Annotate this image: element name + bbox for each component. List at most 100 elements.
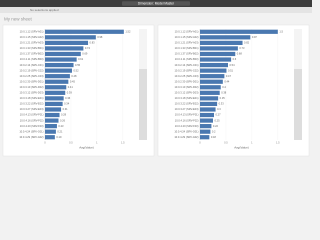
value-label: 0.19 xyxy=(56,135,62,139)
bar xyxy=(45,96,64,101)
value-label: 0.21 xyxy=(57,129,63,133)
value-label: 0.54 xyxy=(230,63,236,67)
y-tick-label: 10.0.2.19 (SRV-C02) xyxy=(174,68,198,72)
bar xyxy=(200,79,223,84)
x-tick-label: 1.5 xyxy=(121,141,125,145)
bar xyxy=(45,112,60,118)
bar xyxy=(45,124,57,129)
y-tick-label: 10.0.1.33 (SRV-B01) xyxy=(175,46,199,50)
value-label: 0.73 xyxy=(239,46,245,50)
bar xyxy=(45,85,67,90)
y-tick-label: 10.0.4.20 (SRV-F03) xyxy=(175,124,199,128)
bar xyxy=(45,79,69,84)
value-label: 0.83 xyxy=(90,41,96,45)
x-tick-label: 0 xyxy=(199,141,201,145)
y-tick-label: 10.0.3.18 (SRV-E01) xyxy=(175,96,199,100)
y-tick-label: 10.0.2.14 (SRV-C01) xyxy=(174,63,198,67)
value-label: 0.23 xyxy=(58,124,64,128)
sheet-title: My new sheet xyxy=(4,17,33,22)
bar xyxy=(200,90,220,95)
bar xyxy=(200,129,211,134)
scrollbar-thumb[interactable] xyxy=(294,69,302,140)
y-tick-label: 10.0.3.12 (SRV-D03) xyxy=(19,91,43,95)
y-tick-label: 10.0.2.30 (SRV-D01) xyxy=(174,79,198,83)
y-tick-label: 10.0.4.16 (SRV-F02) xyxy=(175,118,199,122)
y-tick-label: 10.0.3.10 (SRV-D02) xyxy=(174,85,198,89)
bar xyxy=(200,124,212,129)
value-label: 0.39 xyxy=(67,91,73,95)
value-label: 0.68 xyxy=(237,52,243,56)
bar xyxy=(45,90,66,95)
bar xyxy=(200,57,232,62)
y-tick-label: 10.0.3.27 (SRV-E03) xyxy=(20,107,44,111)
bar xyxy=(45,129,56,134)
y-tick-label: 10.0.3.12 (SRV-D03) xyxy=(174,91,198,95)
value-label: 1.52 xyxy=(125,29,131,33)
page: Dimension: Model Master No selections ap… xyxy=(0,0,312,157)
bar xyxy=(200,118,213,123)
selection-text: No selections applied xyxy=(30,8,59,12)
y-tick-label: 10.0.2.11 (SRV-B03) xyxy=(20,57,44,61)
x-tick-label: 1.5 xyxy=(276,141,280,145)
value-label: 0.35 xyxy=(220,96,226,100)
bar xyxy=(200,85,221,90)
y-tick-label: 10.0.4.24 (SRV-G01) xyxy=(19,129,43,133)
y-tick-label: 10.0.3.18 (SRV-E01) xyxy=(20,96,44,100)
x-tick-label: 0 xyxy=(44,141,46,145)
y-tick-label: 10.0.1.33 (SRV-B01) xyxy=(20,46,44,50)
bar xyxy=(200,35,251,40)
y-tick-label: 10.0.4.16 (SRV-F02) xyxy=(20,118,44,122)
value-label: 0.33 xyxy=(219,102,225,106)
bar xyxy=(45,68,72,73)
y-tick-label: 10.0.3.22 (SRV-E02) xyxy=(175,102,199,106)
y-tick-label: 10.0.3.22 (SRV-E02) xyxy=(20,102,44,106)
y-tick-label: 10.0.1.21 (SRV-A03) xyxy=(20,41,44,45)
value-label: 0.2 xyxy=(212,129,216,133)
value-label: 0.52 xyxy=(73,68,79,72)
y-tick-label: 10.0.3.10 (SRV-D02) xyxy=(19,85,43,89)
y-tick-label: 10.0.4.13 (SRV-F01) xyxy=(20,113,44,117)
bar xyxy=(45,74,70,79)
y-tick-label: 10.0.2.19 (SRV-C02) xyxy=(19,68,43,72)
scrollbar-thumb[interactable] xyxy=(139,69,147,140)
bar xyxy=(200,51,236,57)
y-tick-label: 10.0.4.20 (SRV-F03) xyxy=(20,124,44,128)
value-label: 0.51 xyxy=(228,68,234,72)
value-label: 0.22 xyxy=(213,124,219,128)
bar xyxy=(200,135,210,140)
value-label: 0.47 xyxy=(226,74,232,78)
bar xyxy=(45,107,62,112)
bar xyxy=(200,40,243,45)
bar xyxy=(45,135,55,140)
value-label: 0.31 xyxy=(63,107,69,111)
value-label: 0.36 xyxy=(65,96,71,100)
bar xyxy=(200,68,227,73)
x-tick-label: 0.5 xyxy=(224,141,228,145)
value-label: 0.18 xyxy=(211,135,217,139)
value-label: 0.48 xyxy=(71,74,77,78)
bar xyxy=(45,57,77,62)
bar xyxy=(45,35,96,40)
value-label: 0.55 xyxy=(75,63,81,67)
bar xyxy=(45,101,63,107)
bar xyxy=(45,40,89,45)
dimension-button[interactable] xyxy=(122,1,190,6)
value-label: 0.25 xyxy=(214,118,220,122)
value-label: 0.27 xyxy=(216,113,222,117)
bar xyxy=(200,74,225,79)
app: Dimension: Model Master No selections ap… xyxy=(0,0,312,157)
bar xyxy=(45,51,81,57)
value-label: 0.4 xyxy=(222,85,226,89)
value-label: 0.97 xyxy=(252,35,258,39)
x-axis-title: Avg(Value) xyxy=(79,145,94,149)
value-label: 0.34 xyxy=(64,102,70,106)
bar xyxy=(200,101,218,107)
value-label: 0.98 xyxy=(97,35,103,39)
bar xyxy=(200,29,278,34)
y-tick-label: 10.0.2.25 (SRV-C03) xyxy=(19,74,43,78)
value-label: 0.6 xyxy=(233,57,237,61)
bar xyxy=(200,62,229,68)
y-tick-label: 10.0.1.12 (SRV-A01) xyxy=(20,29,44,33)
value-label: 0.69 xyxy=(82,52,88,56)
bar xyxy=(45,29,124,34)
